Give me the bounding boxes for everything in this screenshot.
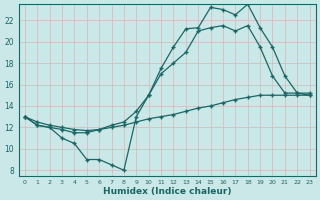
X-axis label: Humidex (Indice chaleur): Humidex (Indice chaleur) [103, 187, 231, 196]
